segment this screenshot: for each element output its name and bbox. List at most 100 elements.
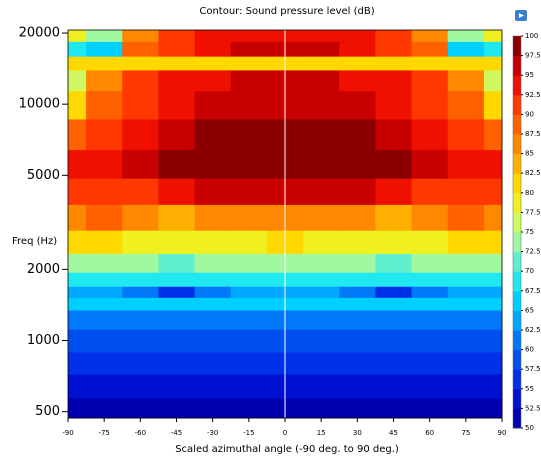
contour-cell [303,30,340,42]
contour-cell [375,90,413,120]
icon[interactable] [515,10,527,21]
y-tick-label: 2000 [27,262,60,277]
contour-cell [230,56,268,71]
contour-cell [122,118,159,151]
contour-cell [230,309,268,330]
x-tick-label: -30 [207,429,218,437]
colorbar-segment [513,232,521,253]
colorbar-segment [513,271,521,292]
contour-cell [483,204,503,231]
contour-cell [375,149,413,179]
contour-cell [411,204,449,231]
contour-cell [86,297,123,311]
contour-cell [483,286,503,298]
contour-cell [303,90,340,120]
contour-cell [86,41,123,57]
contour-cell [158,178,196,205]
colorbar-segment [513,212,521,233]
contour-cell [122,253,159,273]
contour-cell [483,178,503,205]
contour-cell [303,69,340,92]
colorbar-segment [513,36,521,57]
contour-cell [86,253,123,273]
colorbar-tick-label: 62.5 [525,326,541,334]
colorbar-segment [513,94,521,115]
y-tick-label: 10000 [19,97,60,112]
contour-cell [86,56,123,71]
x-tick-label: 15 [317,429,326,437]
contour-cell [447,286,485,298]
contour-cell [194,30,232,42]
contour-cell [194,56,232,71]
colorbar-tick-label: 85 [525,150,534,158]
contour-cell [339,69,376,92]
contour-cell [122,90,159,120]
contour-cell [483,69,503,92]
contour-cell [303,204,340,231]
contour-cell [339,286,376,298]
contour-cell [194,286,232,298]
colorbar-segment [513,114,521,135]
contour-cell [411,309,449,330]
contour-cell [339,230,376,254]
contour-cell [303,41,340,57]
contour-cell [194,204,232,231]
contour-cell [483,230,503,254]
contour-cell [375,204,413,231]
contour-cell [483,149,503,179]
colorbar-tick-label: 95 [525,71,534,79]
contour-cell [411,118,449,151]
y-tick-label: 500 [35,404,60,419]
x-tick-label: 45 [389,429,398,437]
contour-cell [483,41,503,57]
contour-cell [122,351,159,375]
y-tick-label: 1000 [27,333,60,348]
contour-cell [375,41,413,57]
x-axis-label: Scaled azimuthal angle (-90 deg. to 90 d… [175,444,399,455]
contour-cell [303,286,340,298]
contour-cell [86,204,123,231]
contour-cell [447,149,485,179]
contour-cell [411,41,449,57]
contour-cell [158,286,196,298]
contour-cell [230,69,268,92]
contour-cell [158,90,196,120]
colorbar-tick-label: 72.5 [525,248,541,256]
contour-cell [68,149,87,179]
colorbar-tick-label: 90 [525,110,534,118]
contour-cell [483,329,503,353]
contour-cell [158,309,196,330]
contour-cell [411,297,449,311]
contour-cell [303,178,340,205]
contour-cell [375,30,413,42]
colorbar-tick-label: 92.5 [525,91,541,99]
contour-cell [483,90,503,120]
contour-cell [194,398,232,419]
contour-cell [122,230,159,254]
contour-cell [339,90,376,120]
contour-cell [339,329,376,353]
contour-cell [86,230,123,254]
contour-cell [68,30,87,42]
contour-cell [194,272,232,287]
contour-cell [339,56,376,71]
contour-cell [375,286,413,298]
contour-cell [86,178,123,205]
contour-cell [158,272,196,287]
contour-cell [411,56,449,71]
contour-cell [339,118,376,151]
contour-cell [375,56,413,71]
contour-cell [68,41,87,57]
contour-cell [230,204,268,231]
y-tick-label: 5000 [27,168,60,183]
contour-cell [375,398,413,419]
contour-cell [122,56,159,71]
contour-cell [375,178,413,205]
contour-cell [158,204,196,231]
contour-cell [375,329,413,353]
contour-cell [411,90,449,120]
contour-cell [68,204,87,231]
contour-cell [68,118,87,151]
contour-cell [447,30,485,42]
